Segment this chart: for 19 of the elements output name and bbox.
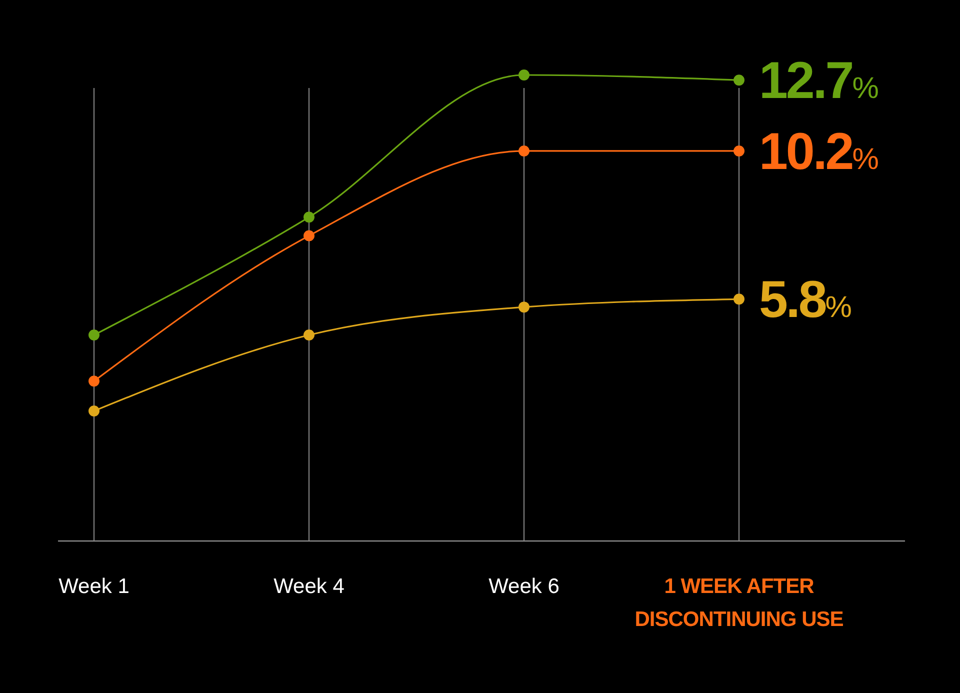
- x-tick-label: Week 1: [58, 575, 130, 598]
- point: [304, 330, 314, 341]
- annotation: 10.2%: [759, 122, 879, 181]
- x-tick-label: Week 6: [488, 575, 560, 598]
- point: [88, 330, 100, 341]
- point: [88, 376, 100, 387]
- annotation: 5.8%: [759, 271, 852, 330]
- point: [734, 74, 744, 86]
- point: [304, 212, 314, 223]
- point: [518, 302, 530, 313]
- point: [304, 230, 314, 242]
- annotation: 12.7%: [759, 52, 879, 110]
- point: [734, 145, 744, 156]
- point: [518, 145, 530, 156]
- x-tick-label: 1 WEEK AFTER DISCONTINUING USE: [634, 575, 844, 631]
- point: [734, 294, 744, 305]
- point: [518, 70, 530, 80]
- x-tick-label: Week 4: [274, 575, 345, 598]
- point: [88, 405, 100, 416]
